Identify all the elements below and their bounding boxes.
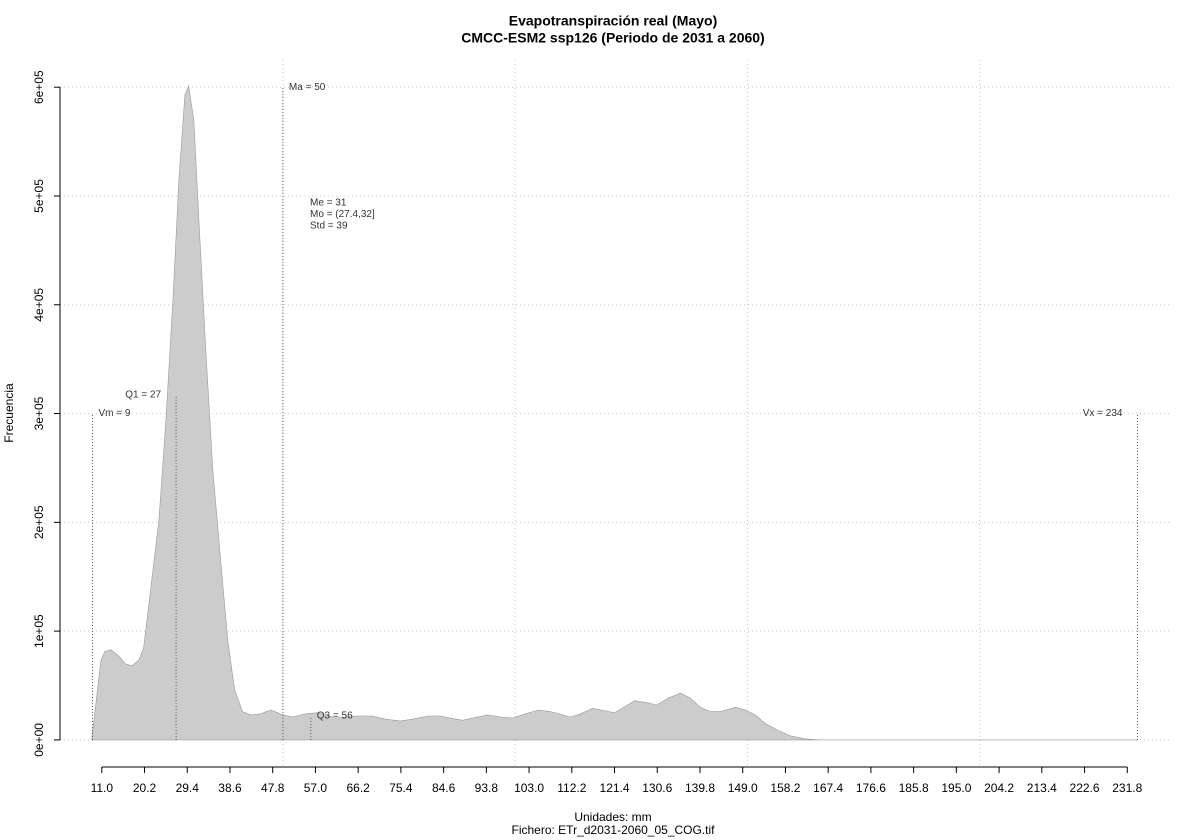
annotation-label: Vm = 9: [99, 408, 131, 419]
x-tick-label: 139.8: [685, 781, 715, 795]
x-tick-label: 231.8: [1112, 781, 1142, 795]
x-tick-label: 57.0: [304, 781, 328, 795]
chart-subtitle: CMCC-ESM2 ssp126 (Periodo de 2031 a 2060…: [461, 30, 764, 46]
y-tick-label: 1e+05: [32, 614, 46, 648]
x-tick-label: 38.6: [218, 781, 242, 795]
x-tick-label: 204.2: [984, 781, 1014, 795]
y-tick-label: 3e+05: [32, 396, 46, 430]
x-tick-label: 167.4: [813, 781, 843, 795]
annotation-label: Ma = 50: [289, 82, 326, 93]
x-tick-label: 195.0: [941, 781, 971, 795]
x-tick-label: 158.2: [770, 781, 800, 795]
x-tick-label: 84.6: [432, 781, 456, 795]
chart-title: Evapotranspiración real (Mayo): [509, 13, 718, 29]
y-tick-label: 0e+00: [32, 723, 46, 757]
y-tick-label: 6e+05: [32, 70, 46, 104]
y-axis-label: Frecuencia: [2, 383, 16, 443]
y-tick-label: 4e+05: [32, 288, 46, 322]
x-axis-label: Unidades: mm: [574, 810, 651, 824]
x-tick-label: 149.0: [728, 781, 758, 795]
x-tick-label: 66.2: [346, 781, 370, 795]
y-tick-label: 2e+05: [32, 505, 46, 539]
stat-label: Std = 39: [310, 221, 348, 232]
caption: Fichero: ETr_d2031-2060_05_COG.tif: [512, 823, 716, 837]
stat-label: Me = 31: [310, 198, 347, 209]
x-tick-label: 176.6: [856, 781, 886, 795]
stat-label: Mo = (27.4,32]: [310, 209, 375, 220]
x-tick-label: 213.4: [1027, 781, 1057, 795]
annotation-label: Q1 = 27: [125, 390, 161, 401]
x-tick-label: 130.6: [642, 781, 672, 795]
annotation-label: Q3 = 56: [317, 711, 353, 722]
x-tick-label: 121.4: [600, 781, 630, 795]
density-area: [91, 85, 1138, 741]
x-tick-label: 103.0: [514, 781, 544, 795]
x-tick-label: 112.2: [557, 781, 586, 795]
x-tick-label: 93.8: [475, 781, 499, 795]
x-tick-label: 185.8: [899, 781, 929, 795]
y-tick-label: 5e+05: [32, 179, 46, 213]
x-tick-label: 222.6: [1070, 781, 1100, 795]
x-tick-label: 75.4: [389, 781, 413, 795]
annotation-label: Vx = 234: [1083, 408, 1123, 419]
x-tick-label: 20.2: [133, 781, 157, 795]
x-tick-label: 29.4: [176, 781, 200, 795]
x-tick-label: 47.8: [261, 781, 285, 795]
x-tick-label: 11.0: [91, 781, 114, 795]
